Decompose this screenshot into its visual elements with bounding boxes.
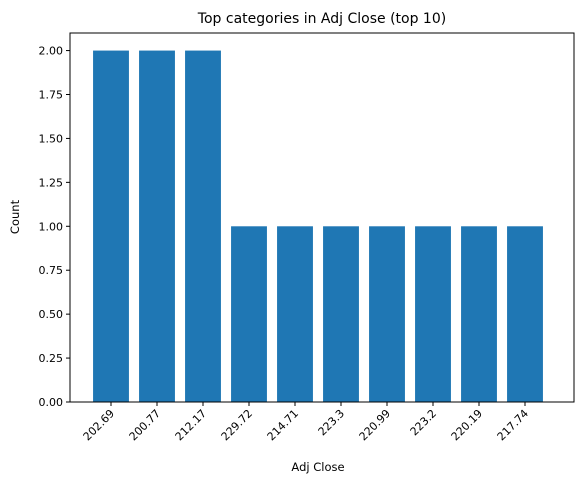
bar-200.77 bbox=[139, 50, 175, 402]
x-tick-label: 202.69 bbox=[81, 407, 117, 443]
x-axis-ticks: 202.69 200.77 212.17 229.72 214.71 223.3 220.9… bbox=[81, 402, 531, 443]
plot-frame bbox=[69, 32, 575, 403]
bar-223.2 bbox=[415, 226, 451, 402]
x-axis-label: Adj Close bbox=[291, 460, 344, 474]
y-tick-label: 0.25 bbox=[39, 352, 64, 365]
bar-214.71 bbox=[277, 226, 313, 402]
bars-group bbox=[93, 50, 543, 402]
bar-212.17 bbox=[185, 50, 221, 402]
x-tick-label: 214.71 bbox=[265, 407, 301, 443]
x-tick-label: 200.77 bbox=[127, 407, 163, 443]
x-tick-label: 229.72 bbox=[219, 407, 255, 443]
y-axis-label: Count bbox=[8, 199, 22, 234]
bar-229.72 bbox=[231, 226, 267, 402]
y-tick-label: 1.75 bbox=[39, 89, 64, 102]
y-tick-label: 1.25 bbox=[39, 176, 64, 189]
y-tick-label: 0.00 bbox=[39, 396, 64, 409]
y-tick-label: 0.50 bbox=[39, 308, 64, 321]
bar-220.99 bbox=[369, 226, 405, 402]
chart-title: Top categories in Adj Close (top 10) bbox=[197, 11, 446, 27]
y-axis-ticks: 0.00 0.25 0.50 0.75 1.00 1.25 1.50 1.75 2.00 bbox=[39, 45, 70, 409]
x-tick-label: 217.74 bbox=[495, 407, 531, 443]
y-tick-label: 2.00 bbox=[39, 45, 64, 58]
x-tick-label: 220.99 bbox=[357, 407, 393, 443]
bar-223.3 bbox=[323, 226, 359, 402]
x-tick-label: 223.3 bbox=[316, 407, 347, 438]
y-tick-label: 0.75 bbox=[39, 264, 64, 277]
y-tick-label: 1.50 bbox=[39, 132, 64, 145]
bar-220.19 bbox=[461, 226, 497, 402]
bar-217.74 bbox=[507, 226, 543, 402]
x-tick-label: 223.2 bbox=[408, 407, 439, 438]
bar-202.69 bbox=[93, 50, 129, 402]
x-tick-label: 220.19 bbox=[449, 407, 485, 443]
x-tick-label: 212.17 bbox=[173, 407, 209, 443]
y-tick-label: 1.00 bbox=[39, 220, 64, 233]
